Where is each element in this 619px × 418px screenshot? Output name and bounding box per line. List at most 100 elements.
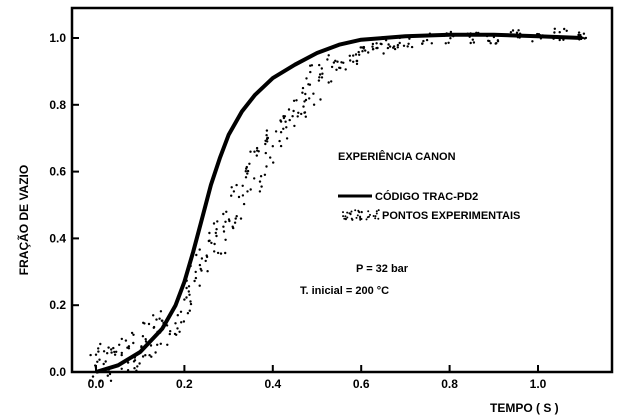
legend-point	[346, 216, 349, 219]
experimental-point	[266, 136, 269, 140]
experimental-point	[132, 333, 135, 336]
trac-curve	[95, 32, 583, 374]
experimental-point	[349, 59, 352, 62]
experimental-point	[246, 172, 249, 175]
experimental-point	[213, 242, 216, 246]
experimental-point	[154, 351, 157, 354]
experimental-point	[159, 342, 162, 345]
legend-point	[367, 210, 370, 213]
legend-point	[377, 217, 380, 220]
experimental-point	[244, 176, 248, 179]
experimental-point	[297, 111, 300, 115]
experimental-point	[379, 42, 382, 45]
experimental-point	[282, 115, 285, 118]
experimental-point	[334, 59, 337, 62]
experimental-point	[265, 134, 268, 137]
experimental-point	[447, 41, 450, 44]
experimental-point	[282, 116, 286, 120]
experimental-point	[271, 145, 274, 148]
experimental-point	[264, 142, 267, 146]
experimental-point	[386, 46, 390, 50]
experimental-point	[355, 62, 359, 66]
experimental-point	[471, 38, 474, 41]
experimental-point	[336, 60, 339, 63]
experimental-point	[318, 76, 321, 79]
experimental-point	[102, 362, 105, 366]
experimental-point	[135, 369, 138, 372]
experimental-point	[285, 126, 288, 129]
x-tick-label: 0.0	[88, 377, 105, 391]
experimental-point	[91, 375, 95, 378]
experimental-point	[258, 190, 262, 193]
trac-curve-line	[95, 32, 583, 374]
experimental-point	[303, 100, 306, 103]
experimental-point	[215, 234, 218, 238]
legend-points-label: PONTOS EXPERIMENTAIS	[382, 210, 520, 222]
experimental-point	[194, 276, 198, 280]
legend-point	[369, 213, 371, 216]
experimental-point	[301, 91, 304, 94]
experimental-point	[182, 320, 186, 323]
x-tick-label: 0.4	[264, 377, 281, 391]
experimental-point	[120, 353, 123, 357]
experimental-point	[178, 330, 181, 333]
experimental-point	[305, 77, 308, 80]
y-tick-label: 0.2	[49, 298, 66, 312]
experimental-point	[282, 127, 285, 130]
experimental-point	[222, 230, 226, 233]
y-tick-label: 1.0	[49, 31, 66, 45]
experimental-point	[138, 362, 141, 365]
experimental-point	[94, 366, 98, 369]
experimental-point	[94, 364, 97, 367]
experimental-point	[565, 29, 568, 32]
experimental-point	[295, 99, 298, 102]
experimental-point	[291, 115, 294, 118]
experimental-point	[188, 309, 191, 312]
experimental-point	[159, 310, 163, 313]
experimental-point	[255, 154, 258, 157]
experimental-point	[285, 137, 289, 140]
experimental-point	[168, 332, 171, 336]
experimental-point	[330, 80, 333, 83]
experimental-point	[108, 372, 112, 376]
experimental-point	[185, 296, 188, 299]
experimental-point	[320, 67, 323, 70]
experimental-point	[422, 39, 425, 43]
experimental-point	[150, 355, 153, 358]
experimental-point	[296, 115, 299, 118]
experimental-point	[141, 355, 145, 358]
experimental-point	[517, 29, 520, 32]
experimental-point	[308, 97, 311, 100]
experimental-point	[509, 31, 513, 34]
experimental-point	[489, 42, 492, 45]
experimental-point	[232, 190, 236, 193]
experimental-point	[213, 250, 216, 253]
y-tick-label: 0.4	[49, 231, 66, 245]
experimental-point	[142, 321, 145, 324]
experimental-point	[332, 61, 336, 64]
legend-point	[356, 214, 359, 217]
experimental-points	[88, 27, 588, 383]
legend-point	[350, 210, 353, 213]
experimental-point	[224, 251, 227, 255]
experimental-point	[222, 212, 225, 216]
experimental-point	[208, 231, 211, 235]
experimental-point	[235, 215, 238, 218]
experimental-point	[361, 50, 364, 53]
legend-point	[344, 218, 347, 221]
experimental-point	[130, 331, 134, 335]
experimental-point	[120, 351, 124, 355]
experimental-point	[449, 37, 452, 40]
experimental-point	[194, 270, 197, 274]
experimental-point	[396, 46, 399, 49]
experimental-point	[255, 146, 259, 150]
tick-labels: 0.0 0.2 0.4 0.6 0.8 1.0 0.0 0.2 0.4 0.6 0.8 1.0	[49, 31, 546, 391]
x-tick-label: 0.8	[441, 377, 458, 391]
x-axis-label: TEMPO ( S )	[490, 401, 559, 415]
experimental-point	[193, 279, 196, 283]
experimental-point	[577, 33, 580, 37]
experimental-point	[200, 269, 203, 272]
experimental-point	[272, 161, 275, 164]
experimental-point	[205, 255, 209, 259]
experimental-point	[327, 54, 330, 57]
